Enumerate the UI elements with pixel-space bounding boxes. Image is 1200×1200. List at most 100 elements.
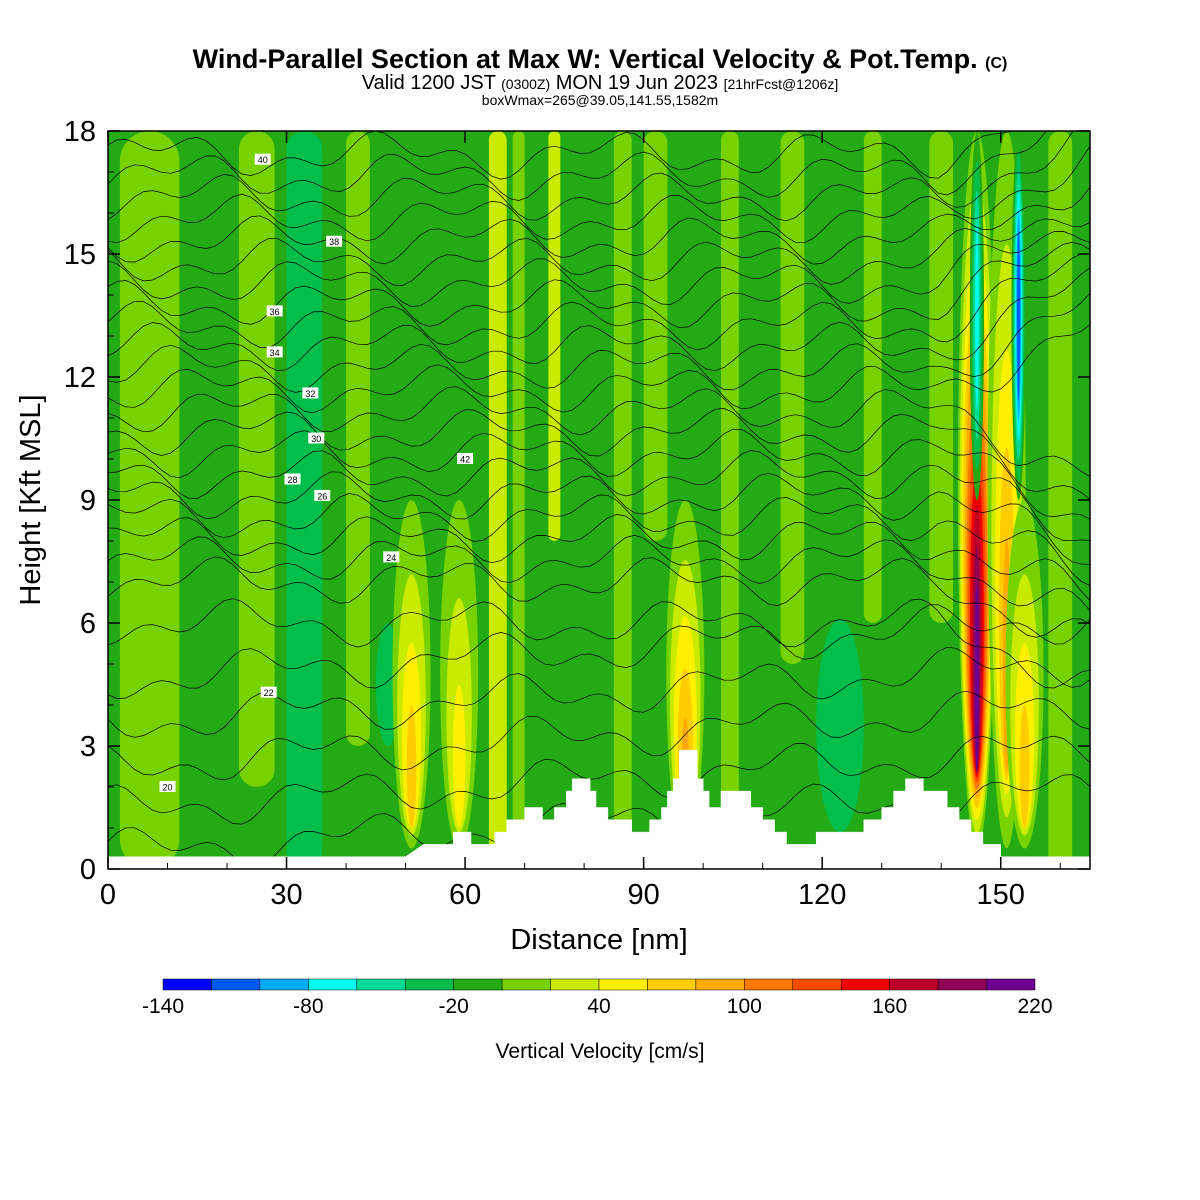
isentrope xyxy=(108,386,1090,477)
contour-label: 40 xyxy=(254,153,271,165)
field-band-6 xyxy=(548,131,561,541)
contour-label-text: 22 xyxy=(264,688,274,698)
isentrope xyxy=(108,186,1090,265)
isentrope xyxy=(108,408,1090,500)
contour-label-bg xyxy=(260,686,277,698)
colorbar-swatch xyxy=(550,978,600,991)
forecast-info: [21hrFcst@1206z] xyxy=(723,76,839,92)
y-tick-label: 6 xyxy=(80,608,96,640)
isentrope xyxy=(108,598,1090,689)
field-band-9 xyxy=(721,131,739,869)
x-tick-label: 120 xyxy=(798,879,846,911)
colorbar-swatch xyxy=(501,978,551,991)
terrain xyxy=(108,749,1090,869)
colorbar-swatch xyxy=(404,978,454,991)
contour-label-bg xyxy=(383,551,400,563)
updraft-column xyxy=(440,500,479,849)
y-tick-label: 0 xyxy=(80,854,96,886)
contour-label-text: 34 xyxy=(270,348,280,358)
colorbar-swatch xyxy=(308,978,358,991)
y-tick-label: 9 xyxy=(80,485,96,517)
x-axis-label: Distance [nm] xyxy=(510,924,687,956)
field-band-2 xyxy=(286,131,323,869)
box-info: boxWmax=265@39.05,141.55,1582m xyxy=(481,92,719,108)
colorbar-swatch xyxy=(211,978,261,991)
downdraft-level xyxy=(975,220,979,411)
colorbar-tick-label: 40 xyxy=(587,995,610,1018)
x-tick-label: 150 xyxy=(977,879,1025,911)
field-band-10 xyxy=(780,131,805,664)
field-band-8 xyxy=(643,131,668,541)
field-band-7 xyxy=(613,131,632,869)
colorbar: -140 -80 -20 40 100 160 220 xyxy=(142,978,1053,1018)
contour-label-bg xyxy=(457,453,474,464)
isentrope xyxy=(108,471,1090,565)
colorbar-swatch xyxy=(647,978,697,991)
contour-label-text: 40 xyxy=(258,155,268,165)
colorbar-tick-label: -20 xyxy=(438,995,468,1018)
valid-date: MON 19 Jun 2023 xyxy=(555,72,719,94)
isentrope xyxy=(108,735,1090,825)
contour-label-bg xyxy=(254,153,271,165)
field-band-4 xyxy=(488,131,507,869)
copyright-mark: (C) xyxy=(985,55,1008,72)
isentrope xyxy=(108,218,1090,286)
field-band-0 xyxy=(119,131,180,869)
updraft-column xyxy=(392,500,431,849)
isentrope xyxy=(108,267,1090,372)
colorbar-tick-label: 100 xyxy=(727,995,762,1018)
colorbar-swatch xyxy=(986,978,1036,991)
field-band-11 xyxy=(863,131,882,623)
isentrope xyxy=(108,450,1090,542)
valid-zulu: (0300Z) xyxy=(501,76,551,92)
colorbar-swatch xyxy=(744,978,794,991)
contour-label-bg xyxy=(308,432,325,444)
contour-label: 20 xyxy=(159,781,176,793)
colorbar-swatch xyxy=(937,978,987,991)
colorbar-label: Vertical Velocity [cm/s] xyxy=(496,1040,705,1063)
colorbar-tick-label: -140 xyxy=(142,995,184,1018)
contour-label-text: 24 xyxy=(386,553,396,563)
contour-label-text: 32 xyxy=(305,389,315,399)
contour-label: 34 xyxy=(266,346,283,358)
colorbar-swatch xyxy=(840,978,890,991)
downdraft-region xyxy=(816,618,864,833)
field-band-5 xyxy=(512,131,525,869)
field-band-13 xyxy=(1048,131,1073,869)
contour-label-bg xyxy=(302,387,319,399)
contour-label-text: 30 xyxy=(311,434,321,444)
isentrope xyxy=(108,604,1090,699)
x-tick-label: 60 xyxy=(449,879,481,911)
colorbar-tick-label: -80 xyxy=(293,995,323,1018)
y-tick-label: 12 xyxy=(64,362,96,394)
x-tick-label: 90 xyxy=(628,879,660,911)
isentrope xyxy=(108,493,1090,587)
potential-temperature-contours xyxy=(108,131,1090,868)
contour-label-text: 20 xyxy=(163,783,173,793)
isentrope xyxy=(108,253,1090,351)
colorbar-tick-label: 160 xyxy=(872,995,907,1018)
updraft-level xyxy=(974,582,979,772)
isentrope xyxy=(108,131,1074,222)
contour-label-text: 26 xyxy=(317,491,327,501)
contour-label-text: 36 xyxy=(270,307,280,317)
y-axis-label: Height [Kft MSL] xyxy=(15,394,47,605)
contour-label-text: 38 xyxy=(329,237,339,247)
contour-label: 42 xyxy=(457,453,474,465)
contour-label-bg xyxy=(284,473,301,485)
downdraft-column xyxy=(969,131,985,500)
colorbar-tick-label: 220 xyxy=(1017,995,1052,1018)
isentrope xyxy=(108,324,1090,414)
y-tick-label: 15 xyxy=(64,239,96,271)
contour-label: 26 xyxy=(314,489,331,501)
colorbar-swatch xyxy=(162,978,212,991)
isentrope xyxy=(108,131,1012,180)
field-band-1 xyxy=(238,131,275,787)
isentrope xyxy=(108,231,1090,307)
isentrope xyxy=(108,428,1090,520)
contour-labels: 20 22 24 26 28 30 32 34 36 38 40 42 xyxy=(159,153,474,793)
contour-label-bg xyxy=(159,781,176,792)
colorbar-swatch xyxy=(356,978,406,991)
isentrope xyxy=(108,131,1047,201)
